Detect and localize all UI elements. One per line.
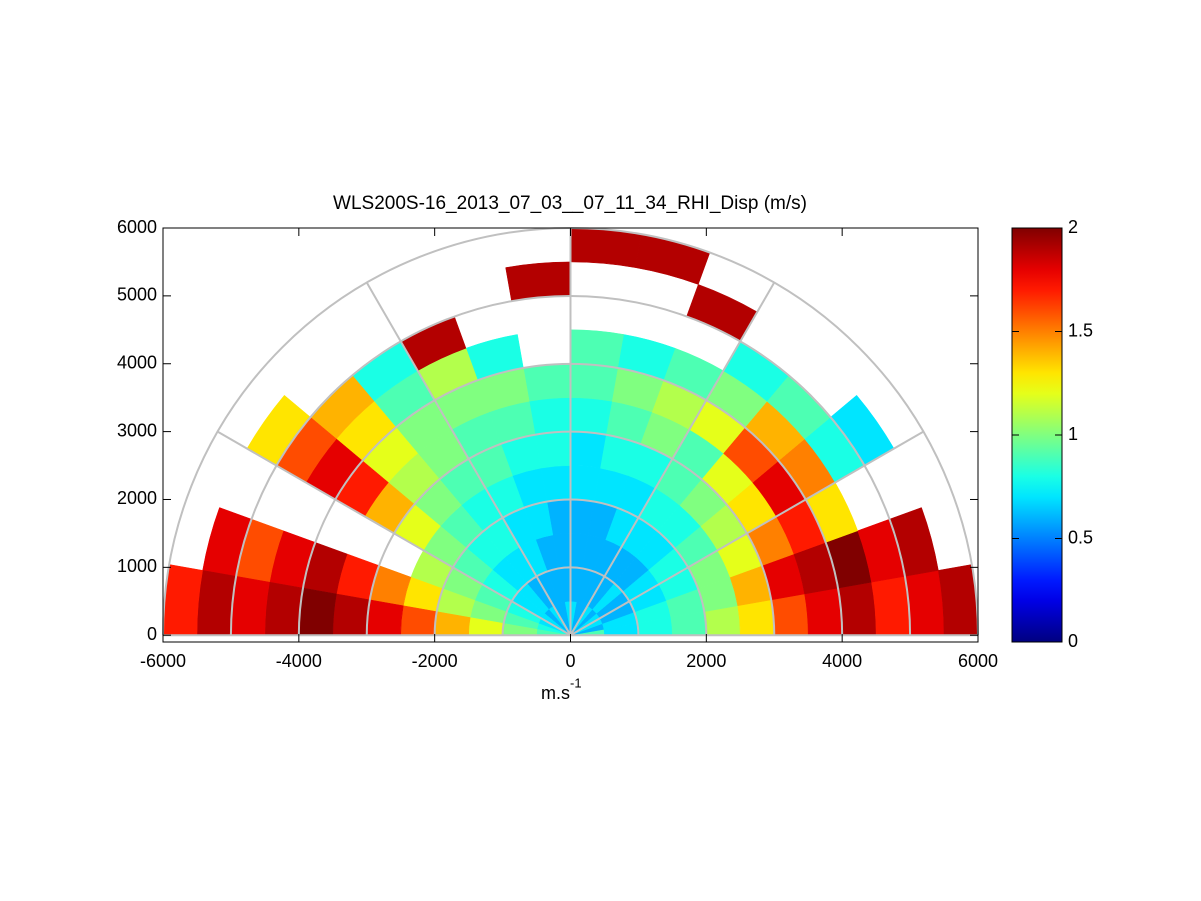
cell (837, 581, 877, 636)
y-tick-label: 0 (147, 624, 157, 644)
chart-title: WLS200S-16_2013_07_03__07_11_34_RHI_Disp… (333, 193, 807, 214)
cell (737, 599, 775, 636)
grid-spoke (569, 282, 776, 636)
cell (804, 587, 843, 636)
cell (298, 587, 337, 636)
y-tick-label: 4000 (117, 352, 157, 372)
colorbar-tick-label: 0.5 (1068, 527, 1093, 547)
x-tick-label: 0 (565, 651, 575, 671)
x-tick-label: 4000 (822, 651, 862, 671)
colorbar-tick-label: 0 (1068, 631, 1078, 651)
cell (770, 593, 809, 636)
x-tick-label: -2000 (412, 651, 458, 671)
grid-spoke (365, 282, 572, 636)
x-axis-label-superscript: -1 (570, 675, 582, 690)
cell (264, 581, 304, 636)
cell (505, 261, 571, 302)
cell (534, 431, 571, 469)
cell (528, 397, 571, 435)
grid-spoke (217, 430, 571, 637)
x-tick-label: 2000 (686, 651, 726, 671)
colorbar-tick-label: 2 (1068, 217, 1078, 237)
cell (938, 564, 979, 636)
y-tick-label: 2000 (117, 488, 157, 508)
colorbar (1011, 227, 1063, 643)
colorbar-tick-label: 1 (1068, 424, 1078, 444)
x-tick-label: -6000 (140, 651, 186, 671)
cell (523, 363, 571, 402)
cell (230, 575, 270, 636)
x-tick-label: 6000 (958, 651, 998, 671)
cell (162, 564, 203, 636)
x-tick-label: -4000 (276, 651, 322, 671)
cell (570, 227, 642, 268)
cell (570, 431, 607, 469)
y-tick-label: 3000 (117, 420, 157, 440)
cell (366, 599, 404, 636)
cell (570, 363, 618, 402)
cell (871, 575, 911, 636)
y-tick-label: 6000 (117, 217, 157, 237)
cell (570, 329, 624, 369)
grid-spoke (570, 430, 924, 637)
colorbar-tick-label: 1.5 (1068, 320, 1093, 340)
cell (332, 593, 371, 636)
y-tick-label: 1000 (117, 556, 157, 576)
cell (570, 397, 613, 435)
y-tick-label: 5000 (117, 285, 157, 305)
x-axis-label: m.s (541, 683, 570, 703)
cells (162, 227, 979, 636)
